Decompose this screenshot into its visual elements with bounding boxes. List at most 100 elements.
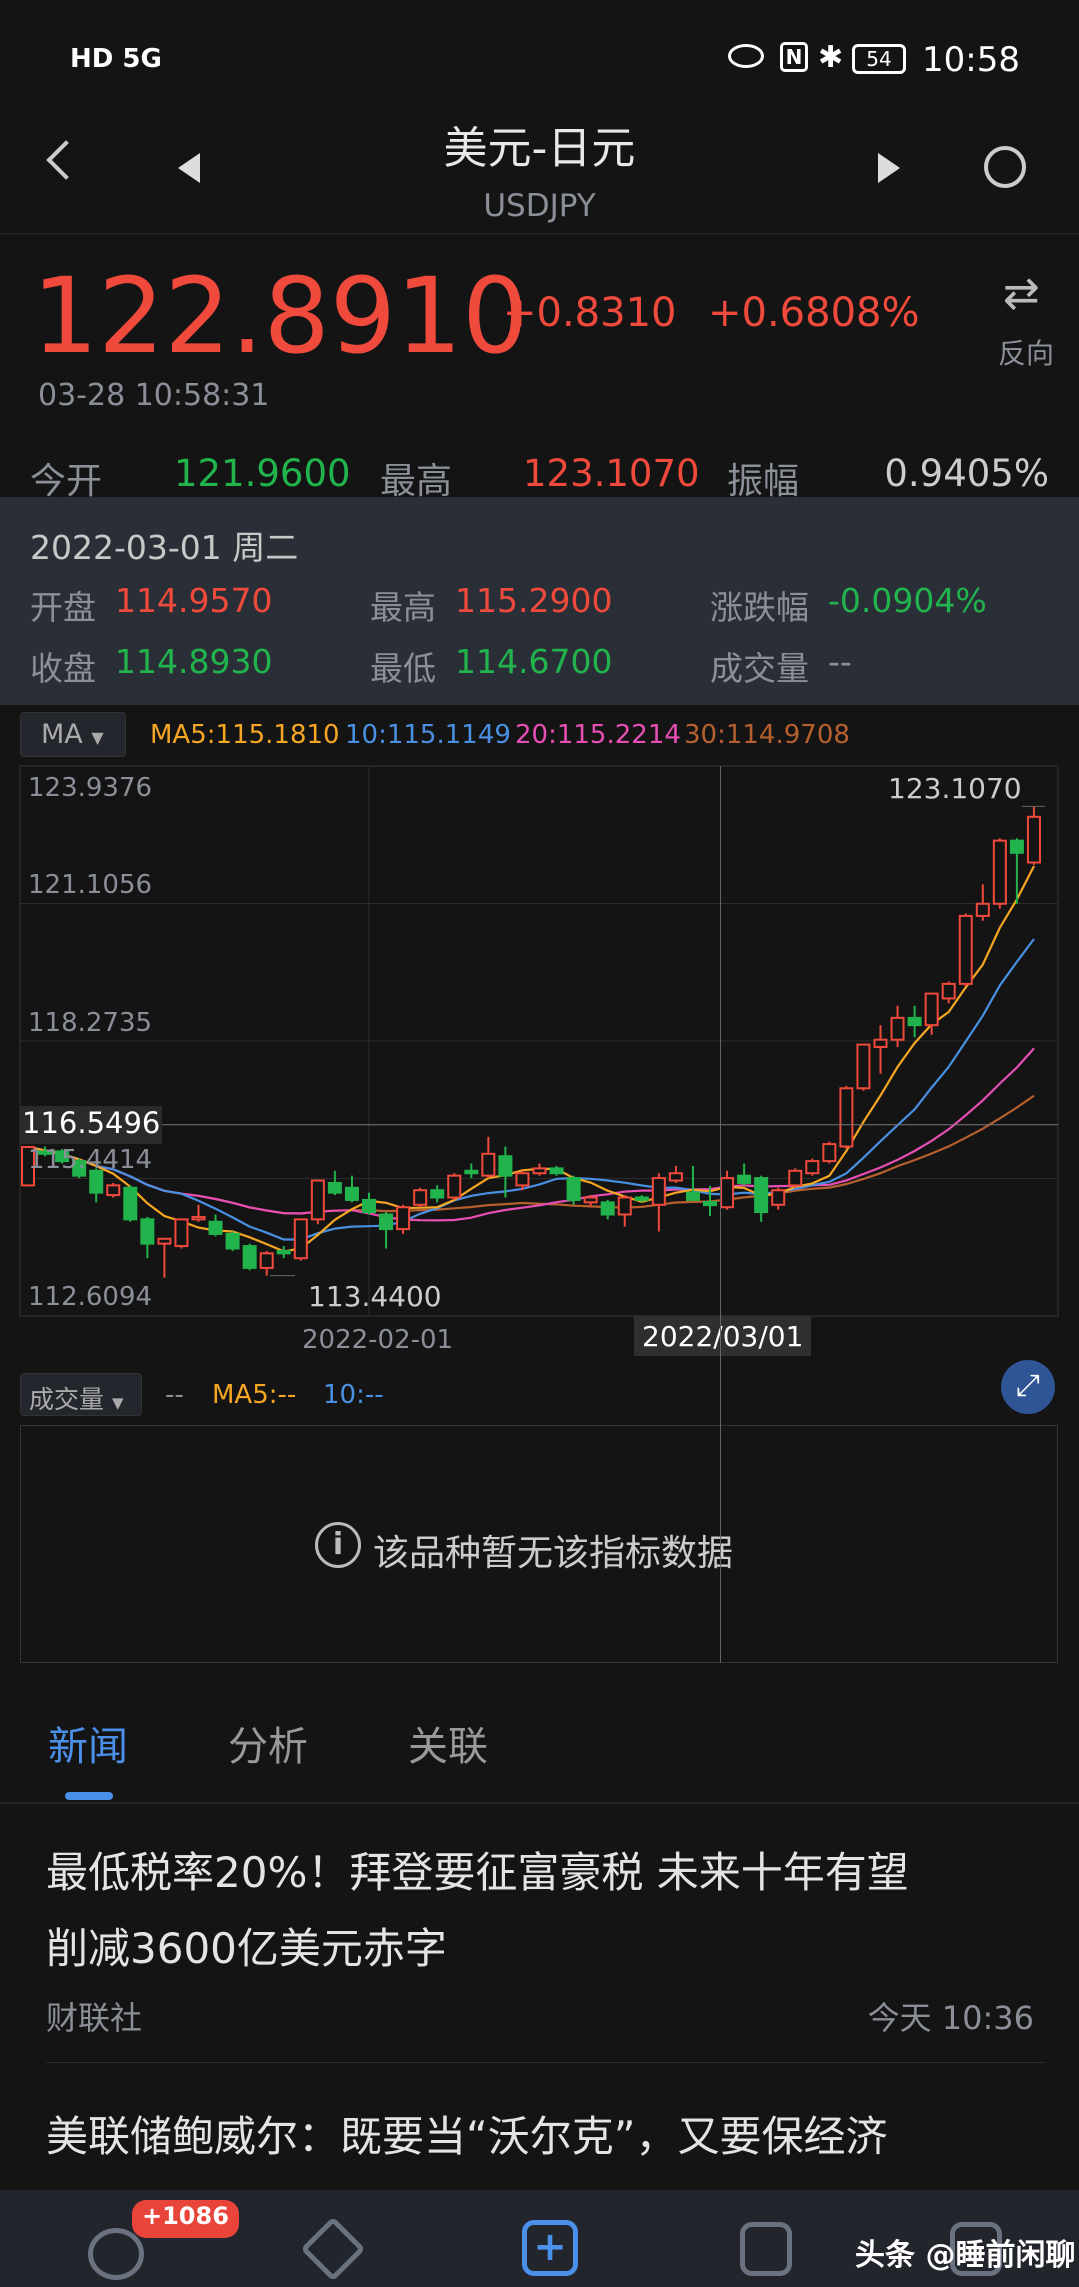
candle-body xyxy=(515,1172,530,1187)
candle-body xyxy=(38,1150,53,1155)
ma-selector[interactable]: MA ▼ xyxy=(20,712,126,757)
page-title: 美元-日元 xyxy=(443,123,636,174)
candle-body xyxy=(242,1245,257,1269)
news-divider xyxy=(46,2062,1046,2063)
expand-chart-button[interactable]: ⤢ xyxy=(1001,1360,1055,1414)
min-price-label: 113.4400 xyxy=(308,1280,442,1313)
candle-body xyxy=(191,1215,206,1221)
day-chg-label: 涨跌幅 xyxy=(710,588,809,627)
volume-ma10: 10:-- xyxy=(323,1380,384,1410)
candle-body xyxy=(617,1196,632,1216)
x-tick-label: 2022-02-01 xyxy=(302,1325,454,1355)
candle-body xyxy=(430,1189,445,1199)
candle-body xyxy=(140,1218,155,1245)
day-open: 114.9570 xyxy=(115,581,273,620)
tab-related[interactable]: 关联 xyxy=(408,1724,488,1770)
eye-icon xyxy=(728,44,764,68)
comment-icon[interactable] xyxy=(88,2228,144,2280)
chevron-down-icon: ▼ xyxy=(111,1394,124,1412)
candlestick-chart[interactable] xyxy=(0,0,1079,1680)
day-close-label: 收盘 xyxy=(30,649,96,688)
next-symbol-button[interactable] xyxy=(878,153,900,183)
candle-body xyxy=(481,1152,496,1177)
candle-body xyxy=(276,1249,291,1255)
ma30-value: 30:114.9708 xyxy=(684,720,850,750)
post-icon[interactable] xyxy=(740,2222,792,2276)
price-change: +0.8310 xyxy=(503,290,677,336)
candle-body xyxy=(737,1174,752,1184)
day-open-label: 开盘 xyxy=(30,588,96,627)
candle-body xyxy=(788,1169,803,1187)
candle-body xyxy=(1009,839,1024,854)
candle-body xyxy=(89,1169,104,1194)
day-vol-label: 成交量 xyxy=(710,649,809,688)
candle-body xyxy=(259,1252,274,1269)
ma10-line xyxy=(27,938,1035,1241)
candle-body xyxy=(464,1169,479,1175)
reverse-icon[interactable]: ⇄ xyxy=(1003,268,1040,319)
candle-body xyxy=(805,1160,820,1175)
search-icon[interactable] xyxy=(984,146,1026,188)
news-title-line: 削减3600亿美元赤字 xyxy=(46,1924,447,1973)
y-tick-label: 121.1056 xyxy=(28,870,153,900)
candle-body xyxy=(396,1206,411,1231)
share-icon[interactable] xyxy=(950,2222,1002,2276)
day-chg: -0.0904% xyxy=(828,581,987,620)
candle-body xyxy=(379,1213,394,1231)
candle-body xyxy=(583,1196,598,1204)
candle-body xyxy=(1026,815,1041,864)
news-time: 今天 10:36 xyxy=(867,1999,1034,2037)
news-item[interactable]: 最低税率20%！拜登要征富豪税 未来十年有望 削减3600亿美元赤字 财联社 今… xyxy=(0,1805,1079,2060)
ma20-line xyxy=(27,1047,1035,1222)
max-price-label: 123.1070 xyxy=(888,772,1022,805)
last-price: 122.8910 xyxy=(32,255,529,377)
candle-body xyxy=(992,839,1007,905)
high-label: 最高 xyxy=(380,461,453,502)
selected-day-panel: 2022-03-01 周二 开盘 114.9570 最高 115.2900 涨跌… xyxy=(0,497,1079,705)
bottom-nav: +1086 + 头条 @睡前闲聊 xyxy=(0,2190,1079,2287)
selected-date: 2022-03-01 周二 xyxy=(30,528,299,567)
news-title-line: 最低税率20%！拜登要征富豪税 未来十年有望 xyxy=(46,1848,909,1897)
candle-body xyxy=(600,1201,615,1216)
candle-body xyxy=(754,1177,769,1214)
y-tick-label: 118.2735 xyxy=(28,1008,153,1038)
candle-body xyxy=(55,1150,70,1163)
tab-news[interactable]: 新闻 xyxy=(48,1724,128,1770)
volume-value: -- xyxy=(165,1380,184,1410)
candle-body xyxy=(413,1189,428,1206)
candle-body xyxy=(907,1016,922,1027)
volume-ma5: MA5:-- xyxy=(212,1380,297,1410)
news-source: 财联社 xyxy=(46,1999,143,2037)
candle-body xyxy=(890,1016,905,1041)
tab-analysis[interactable]: 分析 xyxy=(228,1724,308,1770)
y-tick-label: 123.9376 xyxy=(28,773,153,803)
day-high: 115.2900 xyxy=(455,581,613,620)
prev-symbol-button[interactable] xyxy=(178,153,200,183)
candle-body xyxy=(21,1146,35,1187)
candle-body xyxy=(668,1172,683,1182)
day-low: 114.6700 xyxy=(455,642,613,681)
favorite-icon[interactable] xyxy=(300,2216,366,2282)
candle-body xyxy=(873,1038,888,1048)
reverse-label[interactable]: 反向 xyxy=(998,337,1055,370)
candle-body xyxy=(225,1232,240,1250)
volume-panel xyxy=(20,1425,1058,1663)
info-icon: i xyxy=(315,1522,361,1568)
volume-selector[interactable]: 成交量 ▼ xyxy=(20,1373,142,1416)
quote-timestamp: 03-28 10:58:31 xyxy=(38,378,270,413)
day-low-label: 最低 xyxy=(370,649,436,688)
status-time: 10:58 xyxy=(922,40,1020,80)
candle-body xyxy=(634,1196,649,1201)
candle-body xyxy=(310,1179,325,1221)
watermark: 头条 @睡前闲聊 xyxy=(855,2238,1076,2273)
header-divider xyxy=(0,233,1079,235)
candle-body xyxy=(208,1220,223,1235)
candle-body xyxy=(856,1043,871,1090)
candle-body xyxy=(447,1174,462,1199)
tabs-divider xyxy=(0,1802,1079,1804)
ma5-line xyxy=(27,865,1035,1253)
ma5-value: MA5:115.1810 xyxy=(150,720,340,750)
add-icon[interactable]: + xyxy=(522,2220,578,2276)
news-item[interactable]: 美联储鲍威尔：既要当“沃尔克”，又要保经济 xyxy=(0,2063,1079,2193)
open-value: 121.9600 xyxy=(174,452,351,495)
